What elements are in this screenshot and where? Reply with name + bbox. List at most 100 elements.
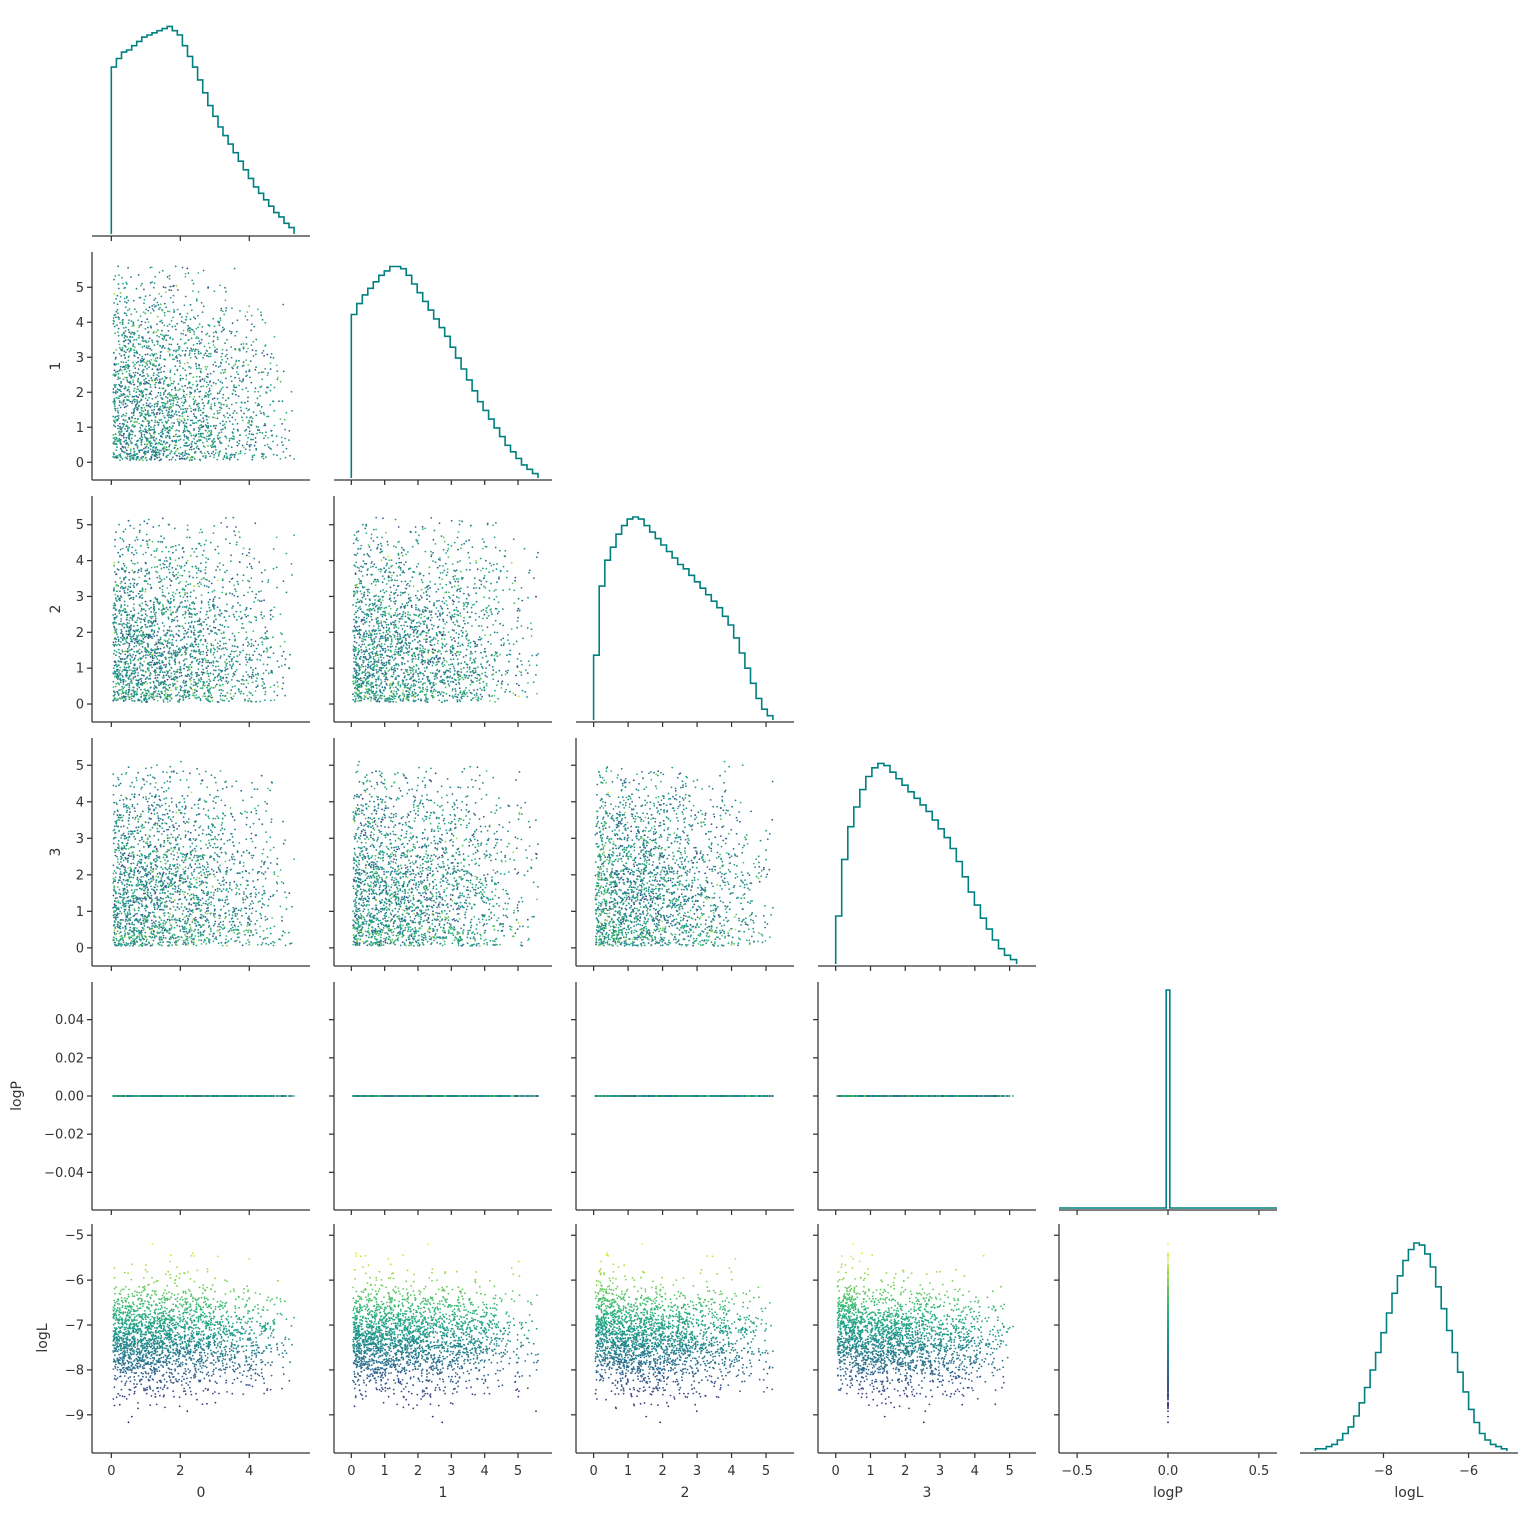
- scatter-point: [173, 677, 175, 679]
- scatter-point: [233, 595, 235, 597]
- scatter-point: [210, 694, 212, 696]
- scatter-point: [136, 669, 138, 671]
- scatter-point: [172, 441, 174, 443]
- scatter-point: [217, 606, 219, 608]
- scatter-point: [153, 353, 155, 355]
- scatter-point: [147, 677, 149, 679]
- scatter-point: [217, 434, 219, 436]
- scatter-point: [142, 360, 144, 362]
- scatter-point: [121, 277, 123, 279]
- scatter-point: [184, 363, 186, 365]
- scatter-point: [190, 555, 192, 557]
- scatter-point: [167, 385, 169, 387]
- scatter-point: [172, 683, 174, 685]
- scatter-point: [113, 605, 115, 607]
- scatter-point: [191, 309, 193, 311]
- scatter-point: [222, 428, 224, 430]
- scatter-point: [160, 367, 162, 369]
- scatter-point: [169, 395, 171, 397]
- scatter-point: [254, 650, 256, 652]
- scatter-point: [143, 302, 145, 304]
- scatter-point: [168, 417, 170, 419]
- scatter-point: [162, 682, 164, 684]
- scatter-point: [141, 640, 143, 642]
- scatter-point: [277, 378, 279, 380]
- scatter-point: [168, 524, 170, 526]
- scatter-point: [156, 548, 158, 550]
- scatter-point: [125, 420, 127, 422]
- scatter-point: [214, 349, 216, 351]
- scatter-point: [205, 392, 207, 394]
- scatter-point: [160, 303, 162, 305]
- scatter-point: [225, 538, 227, 540]
- scatter-point: [187, 313, 189, 315]
- scatter-point: [193, 434, 195, 436]
- scatter-point: [156, 413, 158, 415]
- scatter-point: [115, 664, 117, 666]
- scatter-point: [219, 624, 221, 626]
- scatter-point: [224, 342, 226, 344]
- scatter-point: [186, 453, 188, 455]
- scatter-point: [225, 361, 227, 363]
- scatter-point: [120, 583, 122, 585]
- scatter-point: [159, 577, 161, 579]
- scatter-point: [267, 437, 269, 439]
- scatter-point: [236, 441, 238, 443]
- scatter-point: [120, 698, 122, 700]
- scatter-point: [130, 678, 132, 680]
- scatter-point: [124, 428, 126, 430]
- scatter-point: [224, 626, 226, 628]
- scatter-point: [248, 552, 250, 554]
- scatter-point: [156, 377, 158, 379]
- scatter-point: [212, 341, 214, 343]
- scatter-point: [206, 586, 208, 588]
- scatter-point: [179, 605, 181, 607]
- scatter-point: [132, 673, 134, 675]
- scatter-point: [153, 691, 155, 693]
- scatter-point: [141, 700, 143, 702]
- scatter-point: [129, 630, 131, 632]
- scatter-point: [152, 657, 154, 659]
- scatter-point: [232, 454, 234, 456]
- scatter-point: [221, 407, 223, 409]
- scatter-point: [158, 525, 160, 527]
- scatter-point: [184, 658, 186, 660]
- scatter-point: [126, 449, 128, 451]
- scatter-point: [253, 558, 255, 560]
- scatter-point: [182, 458, 184, 460]
- scatter-point: [114, 275, 116, 277]
- scatter-point: [148, 663, 150, 665]
- scatter-point: [273, 652, 275, 654]
- scatter-point: [203, 621, 205, 623]
- scatter-point: [141, 692, 143, 694]
- scatter-point: [118, 694, 120, 696]
- scatter-point: [137, 539, 139, 541]
- scatter-point: [271, 353, 273, 355]
- scatter-point: [198, 353, 200, 355]
- scatter-point: [190, 411, 192, 413]
- scatter-point: [233, 584, 235, 586]
- scatter-point: [148, 447, 150, 449]
- scatter-point: [127, 670, 129, 672]
- scatter-point: [251, 643, 253, 645]
- scatter-point: [127, 588, 129, 590]
- scatter-point: [127, 310, 129, 312]
- scatter-point: [132, 563, 134, 565]
- scatter-point: [114, 632, 116, 634]
- scatter-point: [180, 672, 182, 674]
- scatter-point: [237, 646, 239, 648]
- scatter-point: [152, 541, 154, 543]
- scatter-point: [136, 619, 138, 621]
- scatter-point: [210, 406, 212, 408]
- scatter-point: [247, 645, 249, 647]
- scatter-point: [283, 371, 285, 373]
- scatter-point: [146, 345, 148, 347]
- scatter-point: [133, 586, 135, 588]
- scatter-point: [228, 445, 230, 447]
- scatter-point: [220, 633, 222, 635]
- scatter-point: [141, 568, 143, 570]
- scatter-point: [182, 699, 184, 701]
- scatter-point: [184, 431, 186, 433]
- scatter-point: [288, 667, 290, 669]
